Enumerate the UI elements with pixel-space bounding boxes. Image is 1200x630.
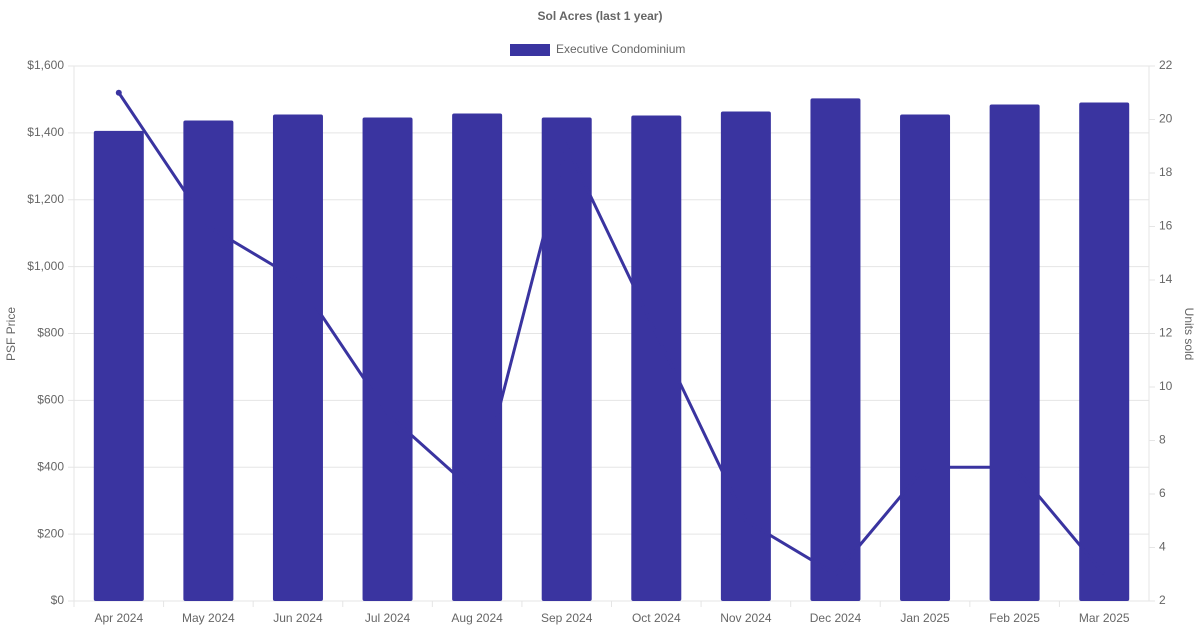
y2-axis-title: Units sold bbox=[1182, 308, 1196, 361]
bar bbox=[989, 104, 1040, 601]
bar bbox=[452, 113, 503, 601]
y2-tick-label: 16 bbox=[1159, 219, 1173, 233]
y2-tick-label: 6 bbox=[1159, 486, 1166, 500]
y2-tick-label: 2 bbox=[1159, 593, 1166, 607]
x-tick-label: Jan 2025 bbox=[900, 611, 950, 625]
y2-tick-label: 4 bbox=[1159, 540, 1166, 554]
y-axis-title: PSF Price bbox=[4, 307, 18, 361]
bar bbox=[362, 117, 413, 602]
x-tick-label: Oct 2024 bbox=[632, 611, 681, 625]
y2-tick-label: 20 bbox=[1159, 112, 1173, 126]
y-tick-label: $200 bbox=[37, 526, 64, 540]
x-tick-label: Jul 2024 bbox=[365, 611, 411, 625]
bar bbox=[1079, 102, 1130, 602]
y-tick-label: $1,400 bbox=[27, 125, 64, 139]
x-tick-label: May 2024 bbox=[182, 611, 235, 625]
x-tick-label: Aug 2024 bbox=[451, 611, 503, 625]
x-tick-label: Sep 2024 bbox=[541, 611, 593, 625]
x-tick-label: Dec 2024 bbox=[810, 611, 862, 625]
x-tick-label: Apr 2024 bbox=[94, 611, 143, 625]
bar bbox=[900, 114, 951, 601]
bar bbox=[810, 98, 861, 601]
y2-tick-label: 18 bbox=[1159, 165, 1173, 179]
y-tick-label: $1,600 bbox=[27, 58, 64, 72]
bar bbox=[631, 115, 682, 602]
y-tick-label: $1,000 bbox=[27, 259, 64, 273]
x-tick-label: Mar 2025 bbox=[1079, 611, 1130, 625]
y2-tick-label: 8 bbox=[1159, 433, 1166, 447]
chart-title: Sol Acres (last 1 year) bbox=[538, 9, 663, 23]
x-tick-label: Nov 2024 bbox=[720, 611, 772, 625]
y2-tick-label: 10 bbox=[1159, 379, 1173, 393]
line-point bbox=[115, 89, 122, 96]
y-tick-label: $800 bbox=[37, 326, 64, 340]
bar bbox=[541, 117, 592, 602]
y-tick-label: $600 bbox=[37, 393, 64, 407]
legend-label: Executive Condominium bbox=[556, 42, 685, 56]
legend-swatch bbox=[510, 44, 550, 56]
x-tick-label: Feb 2025 bbox=[989, 611, 1040, 625]
bar bbox=[720, 111, 771, 601]
y2-tick-label: 14 bbox=[1159, 272, 1173, 286]
y-tick-label: $1,200 bbox=[27, 192, 64, 206]
line bbox=[117, 91, 1106, 577]
y-tick-label: $0 bbox=[51, 593, 65, 607]
y2-tick-label: 12 bbox=[1159, 326, 1173, 340]
bar bbox=[272, 114, 323, 601]
y-tick-label: $400 bbox=[37, 459, 64, 473]
bar bbox=[183, 120, 234, 602]
x-tick-label: Jun 2024 bbox=[273, 611, 323, 625]
bar bbox=[93, 130, 144, 601]
y2-tick-label: 22 bbox=[1159, 58, 1173, 72]
